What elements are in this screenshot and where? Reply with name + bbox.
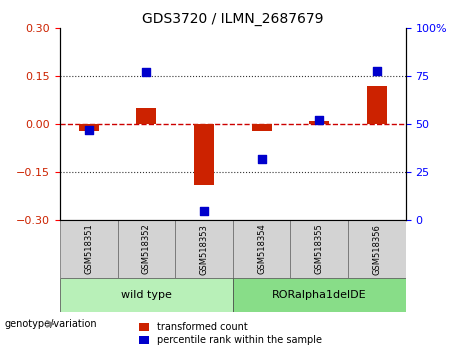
Bar	[194, 124, 214, 185]
Point	[200, 208, 207, 213]
FancyBboxPatch shape	[60, 220, 118, 278]
Point	[315, 118, 323, 123]
Bar	[252, 124, 272, 131]
FancyBboxPatch shape	[175, 220, 233, 278]
Text: GSM518352: GSM518352	[142, 224, 151, 274]
Text: GSM518356: GSM518356	[372, 224, 381, 275]
Bar	[367, 86, 387, 124]
Text: GSM518355: GSM518355	[315, 224, 324, 274]
Text: wild type: wild type	[121, 290, 172, 300]
Text: GSM518351: GSM518351	[84, 224, 93, 274]
Text: GSM518353: GSM518353	[200, 224, 208, 275]
Bar	[136, 108, 156, 124]
FancyBboxPatch shape	[348, 220, 406, 278]
Point	[85, 127, 92, 133]
Point	[258, 156, 266, 162]
FancyBboxPatch shape	[60, 278, 233, 312]
Text: RORalpha1delDE: RORalpha1delDE	[272, 290, 366, 300]
FancyBboxPatch shape	[233, 278, 406, 312]
Bar	[79, 124, 99, 131]
Legend: transformed count, percentile rank within the sample: transformed count, percentile rank withi…	[136, 319, 325, 349]
FancyBboxPatch shape	[118, 220, 175, 278]
FancyBboxPatch shape	[233, 220, 290, 278]
Bar	[309, 121, 329, 124]
Text: genotype/variation: genotype/variation	[5, 319, 97, 329]
Text: GSM518354: GSM518354	[257, 224, 266, 274]
FancyBboxPatch shape	[290, 220, 348, 278]
Point	[142, 70, 150, 75]
Title: GDS3720 / ILMN_2687679: GDS3720 / ILMN_2687679	[142, 12, 324, 26]
Point	[373, 68, 381, 73]
